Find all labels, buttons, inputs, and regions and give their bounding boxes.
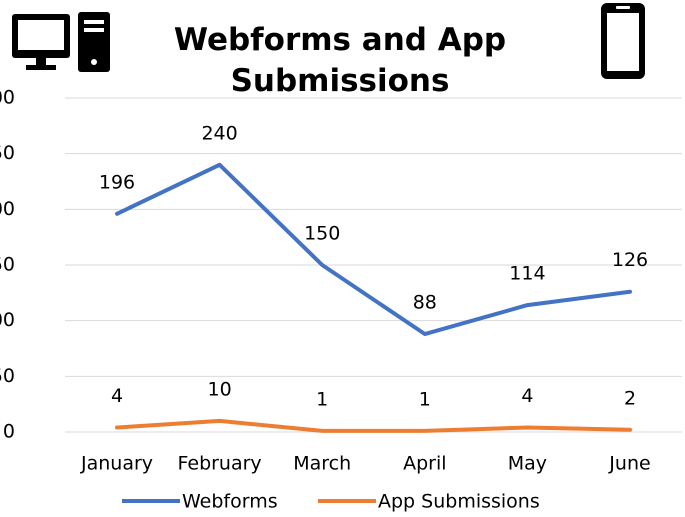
x-tick-label: March	[293, 453, 351, 475]
x-tick-label: June	[608, 453, 650, 475]
data-label: 240	[201, 122, 237, 144]
legend-label: Webforms	[182, 491, 278, 513]
phone-icon	[601, 3, 645, 79]
data-label: 10	[208, 378, 232, 400]
y-tick-label: 0	[3, 421, 15, 443]
series-line	[115, 162, 632, 337]
x-tick-label: February	[177, 453, 261, 475]
y-tick-label: 300	[0, 87, 15, 109]
series-line	[115, 418, 632, 433]
data-label: 126	[612, 249, 648, 271]
x-tick-label: May	[508, 453, 547, 475]
data-label: 1	[316, 388, 328, 410]
data-label: 150	[304, 223, 340, 245]
y-tick-label: 50	[0, 365, 15, 387]
y-tick-label: 150	[0, 254, 15, 276]
y-tick-label: 250	[0, 142, 15, 164]
desktop-icon	[12, 12, 110, 72]
data-label: 2	[624, 387, 636, 409]
data-label: 4	[111, 385, 123, 407]
y-tick-label: 100	[0, 309, 15, 331]
chart-title: Webforms and App Submissions	[173, 22, 507, 99]
data-label: 196	[99, 171, 135, 193]
data-label: 4	[521, 385, 533, 407]
legend-label: App Submissions	[378, 491, 540, 513]
data-label: 1	[419, 388, 431, 410]
y-tick-label: 200	[0, 198, 15, 220]
data-label: 88	[413, 292, 437, 314]
data-label: 114	[509, 263, 545, 285]
x-tick-label: April	[403, 453, 446, 475]
x-tick-label: January	[80, 453, 153, 475]
